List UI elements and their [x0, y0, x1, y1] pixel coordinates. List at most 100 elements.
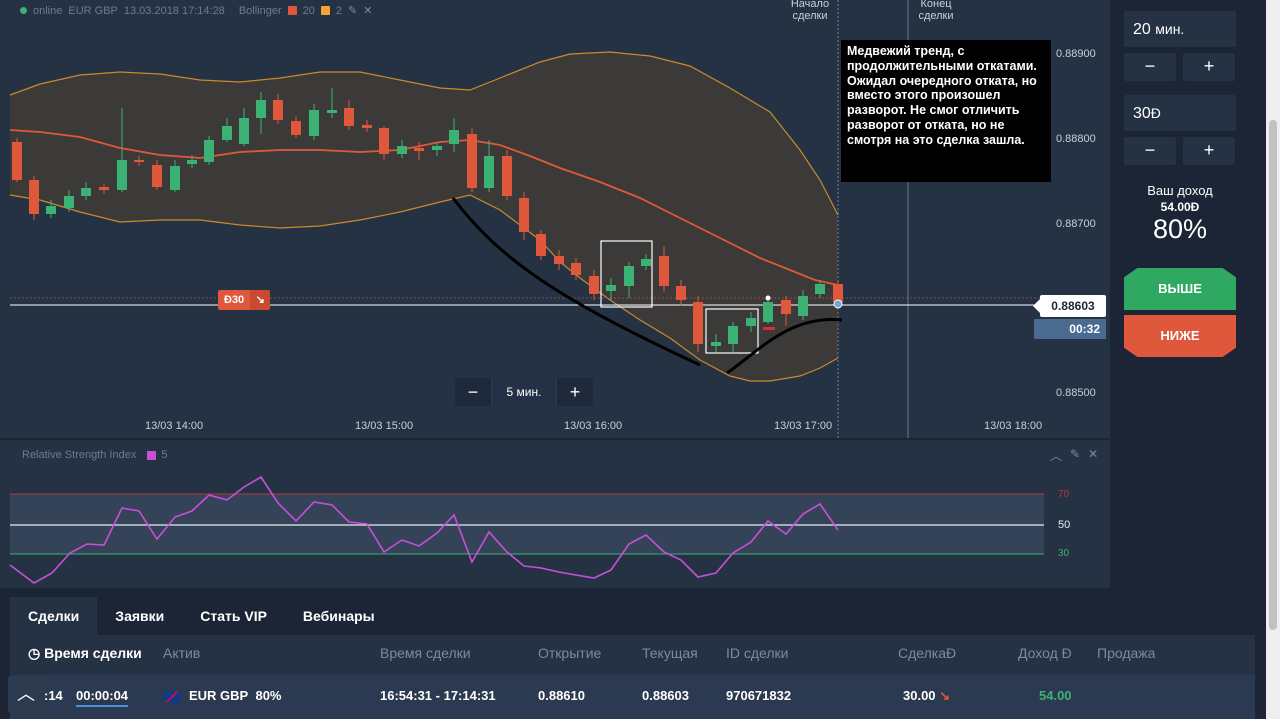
- timeframe-value: 5 мин.: [491, 378, 557, 406]
- expiry-time-unit: мин.: [1155, 21, 1185, 37]
- row-open: 0.88610: [538, 688, 585, 703]
- candlestick-chart: [9, 0, 1040, 438]
- row-payout: 80%: [255, 688, 282, 703]
- row-asset: EUR GBP 80%: [163, 688, 282, 703]
- indicator-param-1: 20: [302, 4, 315, 17]
- x-tick: 13/03 17:00: [774, 420, 833, 432]
- deal-start-label: Начало сделки: [790, 0, 830, 22]
- row-asset-name: EUR GBP: [189, 688, 249, 703]
- y-tick: 0.88800: [1056, 133, 1096, 145]
- timeframe-plus-button[interactable]: +: [557, 378, 593, 406]
- row-period: 16:54:31 - 17:14:31: [380, 688, 496, 703]
- higher-button[interactable]: ВЫШЕ: [1124, 268, 1236, 310]
- income-value: 54.00Đ: [1160, 200, 1200, 214]
- clock-icon: ◷: [28, 645, 45, 661]
- rsi-period: 5: [161, 449, 168, 461]
- close-icon[interactable]: ✕: [1088, 447, 1099, 461]
- amount-field[interactable]: 30Đ: [1124, 95, 1236, 131]
- table-header: ◷ Время сделки Актив Время сделки Открыт…: [10, 635, 1255, 671]
- row-timer: 00:00:04: [76, 688, 129, 707]
- collapse-icon[interactable]: ︿: [1050, 449, 1063, 463]
- asset-name: EUR GBP: [68, 4, 118, 17]
- rsi-controls: ︿ ✎ ✕: [1050, 447, 1098, 464]
- current-price-tag: 0.88603: [1033, 295, 1106, 317]
- y-tick: 0.88900: [1056, 48, 1096, 60]
- deals-panel: Сделки Заявки Стать VIP Вебинары ◷ Время…: [10, 597, 1255, 719]
- column-deal-time[interactable]: ◷ Время сделки: [28, 645, 142, 662]
- rsi-header: Relative Strength Index 5: [22, 449, 167, 461]
- bollinger-band-area: [10, 52, 838, 381]
- edit-indicator-icon[interactable]: ✎: [348, 5, 358, 17]
- bollinger-upper: [9, 51, 839, 216]
- table-row[interactable]: :14 00:00:04 EUR GBP 80% 16:54:31 - 17:1…: [10, 675, 1255, 719]
- row-income: 54.00: [1039, 688, 1072, 703]
- indicator-name: Bollinger: [238, 4, 282, 17]
- row-amount-value: 30.00: [903, 688, 936, 703]
- timeframe-minus-button[interactable]: −: [455, 378, 491, 406]
- x-tick: 13/03 16:00: [564, 420, 623, 432]
- timeframe-control: − 5 мин. +: [455, 378, 593, 406]
- chart-header: online EUR GBP 13.03.2018 17:14:28 Bolli…: [20, 4, 372, 17]
- down-arrow-icon: ↘: [250, 290, 271, 310]
- online-status-icon: [20, 7, 27, 14]
- deals-tabs: Сделки Заявки Стать VIP Вебинары: [10, 597, 1255, 635]
- trade-marker[interactable]: Đ30 ↘: [218, 290, 271, 310]
- rsi-level-70: 70: [1058, 489, 1070, 500]
- time-plus-button[interactable]: +: [1183, 53, 1235, 81]
- collapse-panel-button[interactable]: ︿: [8, 676, 44, 712]
- rsi-title: Relative Strength Index: [22, 449, 137, 461]
- column-deal-time-label: Время сделки: [44, 645, 142, 661]
- chart-datetime: 13.03.2018 17:14:28: [123, 4, 225, 17]
- page-scrollbar[interactable]: [1266, 0, 1280, 719]
- tab-deals[interactable]: Сделки: [10, 597, 98, 635]
- timer-tag: 00:32: [1034, 319, 1106, 339]
- tab-orders[interactable]: Заявки: [115, 608, 165, 624]
- remove-indicator-icon[interactable]: ✕: [363, 5, 373, 17]
- indicator-color-2: [320, 6, 330, 15]
- tab-webinars[interactable]: Вебинары: [302, 608, 375, 624]
- row-id: 970671832: [726, 688, 792, 703]
- x-tick: 13/03 18:00: [984, 420, 1043, 432]
- trade-amount: Đ30: [218, 290, 251, 310]
- price-chart[interactable]: online EUR GBP 13.03.2018 17:14:28 Bolli…: [0, 0, 1110, 438]
- rsi-chart: [9, 475, 1044, 584]
- eur-gbp-flag-icon: [163, 690, 181, 703]
- time-minus-button[interactable]: −: [1124, 53, 1176, 81]
- column-amount: СделкаĐ: [898, 645, 957, 661]
- rsi-color-swatch: [147, 450, 157, 460]
- column-open: Открытие: [538, 645, 602, 661]
- amount-plus-button[interactable]: +: [1183, 137, 1235, 165]
- expiry-time-field[interactable]: 20 мин.: [1124, 11, 1236, 47]
- amount-value: 30: [1133, 105, 1151, 122]
- column-income: Доход Đ: [1018, 645, 1072, 661]
- edit-icon[interactable]: ✎: [1070, 447, 1081, 461]
- indicator-color-1: [287, 6, 297, 15]
- bollinger-lower: [9, 194, 839, 382]
- row-amount: 30.00 ↘: [903, 688, 950, 704]
- trade-sidebar: 20 мин. − + 30Đ − + Ваш доход 54.00Đ 80%…: [1110, 0, 1256, 588]
- scrollbar-thumb[interactable]: [1269, 120, 1277, 630]
- rsi-panel[interactable]: Relative Strength Index 5 ︿ ✎ ✕ 70 50 30: [0, 440, 1256, 588]
- deal-end-label: Конец сделки: [918, 0, 954, 22]
- indicator-param-2: 2: [335, 4, 342, 17]
- income-percent: 80%: [1152, 214, 1208, 244]
- rsi-line: [9, 475, 839, 584]
- x-tick: 13/03 14:00: [145, 420, 204, 432]
- expiry-time-value: 20: [1133, 21, 1151, 38]
- income-block: Ваш доход 54.00Đ: [1124, 182, 1236, 216]
- column-current: Текущая: [642, 645, 698, 661]
- row-time-left: :14: [44, 688, 63, 703]
- tab-vip[interactable]: Стать VIP: [200, 608, 267, 624]
- x-tick: 13/03 15:00: [355, 420, 414, 432]
- y-tick: 0.88700: [1056, 218, 1096, 230]
- column-sell: Продажа: [1097, 645, 1156, 661]
- y-tick: 0.88500: [1056, 387, 1096, 399]
- amount-minus-button[interactable]: −: [1124, 137, 1176, 165]
- down-arrow-icon: ↘: [939, 688, 951, 703]
- online-status: online: [33, 4, 63, 17]
- column-period: Время сделки: [380, 645, 471, 661]
- column-id: ID сделки: [726, 645, 789, 661]
- rsi-level-50: 50: [1058, 519, 1071, 531]
- lower-button[interactable]: НИЖЕ: [1124, 315, 1236, 357]
- candles: [12, 88, 843, 352]
